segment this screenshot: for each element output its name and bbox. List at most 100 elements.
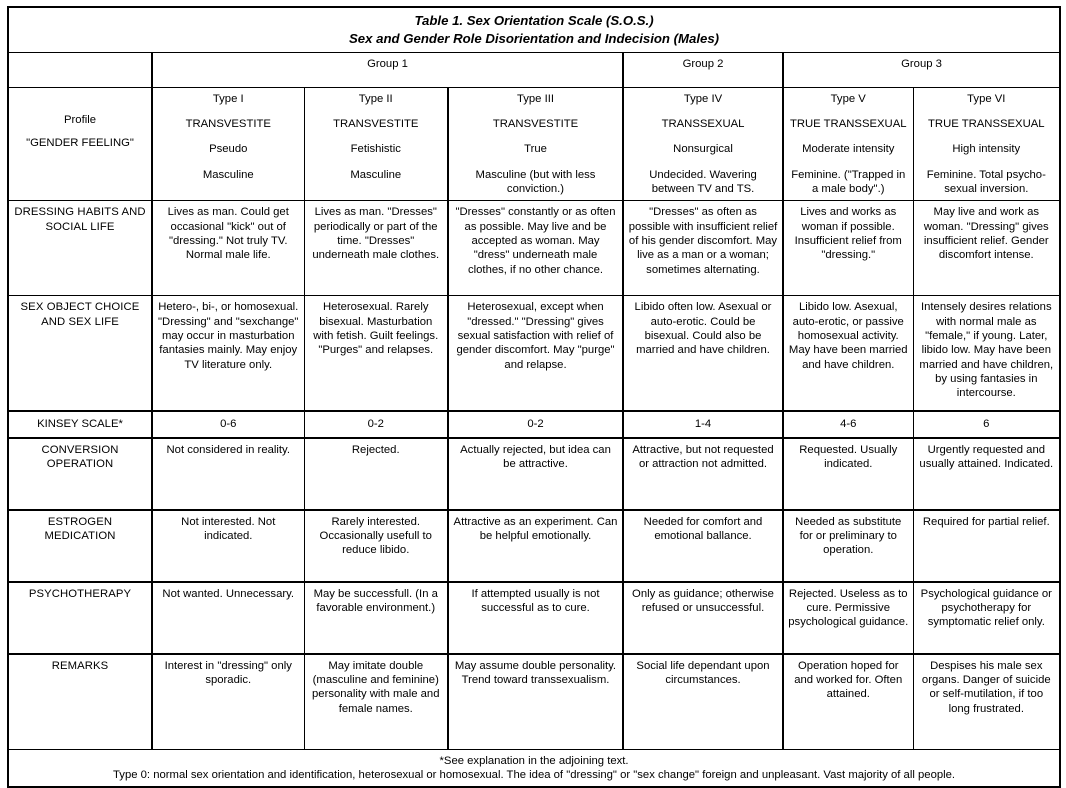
cell-remarks-type-2: May imitate double (masculine and femini…: [303, 652, 449, 750]
row-label-kinsey-scale: KINSEY SCALE*: [7, 410, 153, 439]
cell-psychotherapy-type-2: May be successfull. (In a favorable envi…: [303, 580, 449, 655]
table-row: DRESSING HABITS AND SOCIAL LIFE Lives as…: [7, 200, 1061, 297]
cell-dressing-type-4: "Dresses" as often as possible with insu…: [622, 200, 784, 297]
cell-psychotherapy-type-3: If attempted usually is not successful a…: [447, 580, 624, 655]
row-label-remarks: REMARKS: [7, 652, 153, 750]
type-gender-feeling: Masculine: [202, 168, 254, 181]
row-label-conversion-operation: CONVERSION OPERATION: [7, 437, 153, 511]
cell-conversion-type-2: Rejected.: [303, 437, 449, 511]
sex-orientation-scale-table: Table 1. Sex Orientation Scale (S.O.S.) …: [7, 6, 1062, 788]
cell-estrogen-type-1: Not interested. Not indicated.: [151, 508, 305, 583]
type-category: TRANSVESTITE: [492, 117, 579, 130]
cell-sexlife-type-1: Hetero-, bi-, or homosexual. "Dressing" …: [151, 295, 305, 412]
profile-col-type-1: Type I TRANSVESTITE Pseudo Masculine: [151, 86, 305, 202]
cell-kinsey-type-3: 0-2: [447, 410, 624, 439]
profile-col-type-5: Type V TRUE TRANSSEXUAL Moderate intensi…: [782, 86, 914, 202]
type-name: Type VI: [967, 92, 1006, 105]
cell-conversion-type-1: Not considered in reality.: [151, 437, 305, 511]
table-row: CONVERSION OPERATION Not considered in r…: [7, 437, 1061, 511]
cell-sexlife-type-6: Intensely desires relations with normal …: [912, 295, 1061, 412]
table-row: REMARKS Interest in "dressing" only spor…: [7, 652, 1061, 750]
group-header-row: Group 1 Group 2 Group 3: [7, 51, 1061, 88]
cell-estrogen-type-4: Needed for comfort and emotional ballanc…: [622, 508, 784, 583]
cell-conversion-type-3: Actually rejected, but idea can be attra…: [447, 437, 624, 511]
type-category: TRUE TRANSSEXUAL: [928, 117, 1045, 130]
cell-conversion-type-6: Urgently requested and usually attained.…: [912, 437, 1061, 511]
cell-remarks-type-5: Operation hoped for and worked for. Ofte…: [782, 652, 914, 750]
type-gender-feeling: Masculine (but with less conviction.): [475, 168, 596, 195]
type-subtype: Fetishistic: [350, 143, 401, 156]
profile-col-type-4: Type IV TRANSSEXUAL Nonsurgical Undecide…: [622, 86, 784, 202]
group-header-group-2: Group 2: [622, 51, 784, 88]
cell-psychotherapy-type-6: Psychological guidance or psychotherapy …: [912, 580, 1061, 655]
cell-sexlife-type-4: Libido often low. Asexual or auto-erotic…: [622, 295, 784, 412]
cell-conversion-type-5: Requested. Usually indicated.: [782, 437, 914, 511]
cell-dressing-type-3: "Dresses" constantly or as often as poss…: [447, 200, 624, 297]
group-header-blank: [7, 51, 153, 88]
cell-dressing-type-6: May live and work as woman. "Dressing" g…: [912, 200, 1061, 297]
profile-row-label: Profile "GENDER FEELING": [7, 86, 153, 202]
cell-estrogen-type-6: Required for partial relief.: [912, 508, 1061, 583]
profile-col-type-2: Type II TRANSVESTITE Fetishistic Masculi…: [303, 86, 449, 202]
cell-sexlife-type-5: Libido low. Asexual, auto-erotic, or pas…: [782, 295, 914, 412]
cell-psychotherapy-type-5: Rejected. Useless as to cure. Permissive…: [782, 580, 914, 655]
cell-psychotherapy-type-4: Only as guidance; otherwise refused or u…: [622, 580, 784, 655]
table-footnote: *See explanation in the adjoining text. …: [7, 748, 1061, 788]
table-row: KINSEY SCALE* 0-6 0-2 0-2 1-4 4-6 6: [7, 410, 1061, 439]
table-row: SEX OBJECT CHOICE AND SEX LIFE Hetero-, …: [7, 295, 1061, 412]
table-page: Table 1. Sex Orientation Scale (S.O.S.) …: [7, 6, 1062, 788]
table-title-row: Table 1. Sex Orientation Scale (S.O.S.) …: [7, 6, 1061, 53]
group-header-group-3: Group 3: [782, 51, 1061, 88]
row-label-dressing-habits: DRESSING HABITS AND SOCIAL LIFE: [7, 200, 153, 297]
table-row: PSYCHOTHERAPY Not wanted. Unnecessary. M…: [7, 580, 1061, 655]
type-name: Type IV: [683, 92, 723, 105]
cell-remarks-type-3: May assume double personality. Trend tow…: [447, 652, 624, 750]
type-subtype: Moderate intensity: [802, 143, 895, 156]
type-subtype: High intensity: [952, 143, 1021, 156]
cell-estrogen-type-5: Needed as substitute for or preliminary …: [782, 508, 914, 583]
profile-header-row: Profile "GENDER FEELING" Type I TRANSVES…: [7, 86, 1061, 202]
cell-conversion-type-4: Attractive, but not requested or attract…: [622, 437, 784, 511]
group-header-group-1: Group 1: [151, 51, 624, 88]
cell-kinsey-type-1: 0-6: [151, 410, 305, 439]
cell-estrogen-type-2: Rarely interested. Occasionally usefull …: [303, 508, 449, 583]
type-subtype: True: [524, 143, 547, 156]
title-line-1: Table 1. Sex Orientation Scale (S.O.S.): [414, 13, 654, 28]
cell-remarks-type-6: Despises his male sex organs. Danger of …: [912, 652, 1061, 750]
cell-dressing-type-1: Lives as man. Could get occasional "kick…: [151, 200, 305, 297]
cell-sexlife-type-3: Heterosexual, except when "dressed." "Dr…: [447, 295, 624, 412]
row-label-estrogen-medication: ESTROGEN MEDICATION: [7, 508, 153, 583]
cell-remarks-type-1: Interest in "dressing" only sporadic.: [151, 652, 305, 750]
title-line-2: Sex and Gender Role Disorientation and I…: [349, 30, 720, 46]
type-gender-feeling: Feminine. ("Trapped in a male body".): [791, 168, 906, 195]
profile-col-type-6: Type VI TRUE TRANSSEXUAL High intensity …: [912, 86, 1061, 202]
row-label-sex-object-choice: SEX OBJECT CHOICE AND SEX LIFE: [7, 295, 153, 412]
type-gender-feeling: Masculine: [350, 168, 402, 181]
row-label-psychotherapy: PSYCHOTHERAPY: [7, 580, 153, 655]
type-category: TRANSVESTITE: [333, 117, 419, 130]
type-name: Type V: [830, 92, 866, 105]
type-category: TRANSVESTITE: [185, 117, 271, 130]
cell-kinsey-type-4: 1-4: [622, 410, 784, 439]
cell-sexlife-type-2: Heterosexual. Rarely bisexual. Masturbat…: [303, 295, 449, 412]
profile-label-line-2: "GENDER FEELING": [26, 136, 134, 149]
cell-dressing-type-5: Lives and works as woman if possible. In…: [782, 200, 914, 297]
type-name: Type III: [516, 92, 555, 105]
footnote-row: *See explanation in the adjoining text. …: [7, 748, 1061, 788]
type-subtype: Pseudo: [209, 143, 248, 156]
type-category: TRUE TRANSSEXUAL: [789, 117, 907, 130]
table-title: Table 1. Sex Orientation Scale (S.O.S.) …: [7, 6, 1061, 53]
type-category: TRANSSEXUAL: [661, 117, 745, 130]
profile-label-line-1: Profile: [63, 113, 97, 126]
type-name: Type I: [212, 92, 244, 105]
cell-estrogen-type-3: Attractive as an experiment. Can be help…: [447, 508, 624, 583]
type-gender-feeling: Undecided. Wavering between TV and TS.: [649, 168, 757, 195]
cell-remarks-type-4: Social life dependant upon circumstances…: [622, 652, 784, 750]
type-name: Type II: [358, 92, 393, 105]
type-gender-feeling: Feminine. Total psycho-sexual inversion.: [926, 168, 1046, 195]
table-row: ESTROGEN MEDICATION Not interested. Not …: [7, 508, 1061, 583]
cell-kinsey-type-6: 6: [912, 410, 1061, 439]
cell-psychotherapy-type-1: Not wanted. Unnecessary.: [151, 580, 305, 655]
cell-kinsey-type-2: 0-2: [303, 410, 449, 439]
footnote-line-1: *See explanation in the adjoining text.: [439, 754, 629, 767]
